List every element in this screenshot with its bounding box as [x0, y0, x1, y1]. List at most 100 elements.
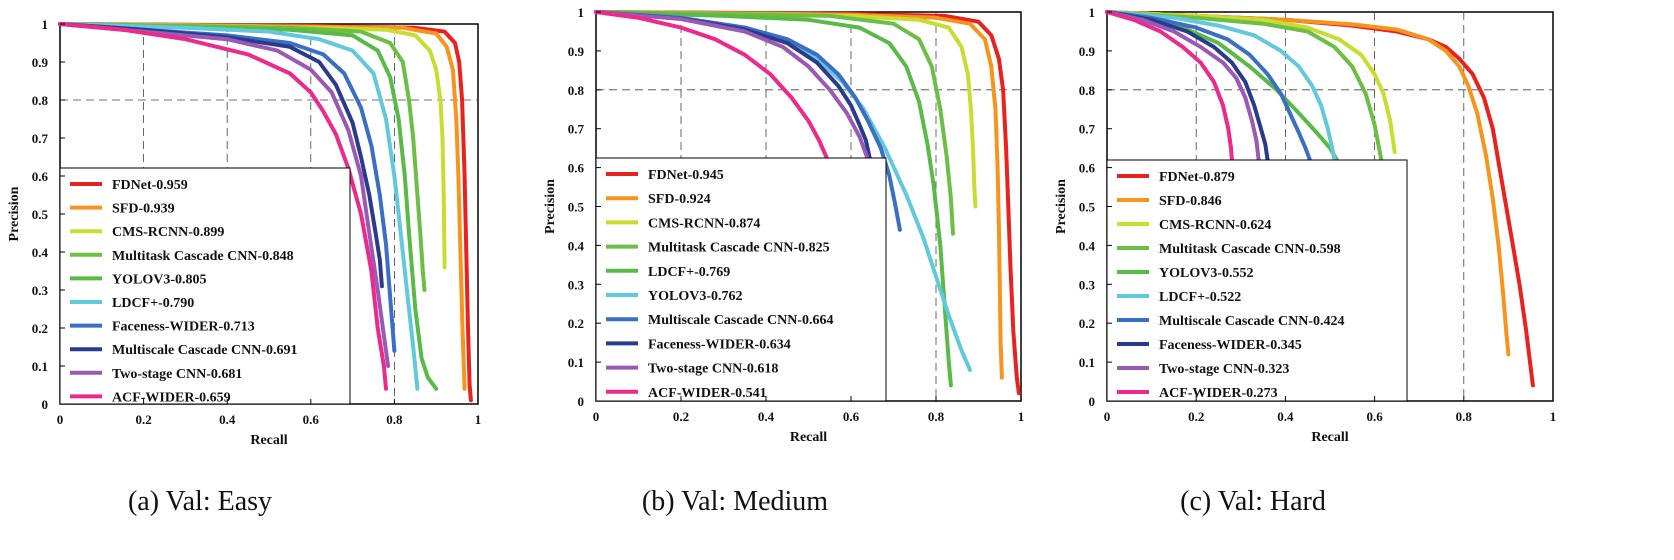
chart-panel-2: FDNet-0.945 SFD-0.924 CMS-RCNN-0.874 Multit…	[543, 5, 1024, 517]
series-line-6	[1105, 10, 1337, 162]
chart-panel-1: FDNet-0.959 SFD-0.939 CMS-RCNN-0.899 Multit…	[7, 17, 481, 517]
x-tick-label: 1	[1550, 409, 1557, 424]
x-tick-label: 0.2	[135, 412, 151, 427]
x-tick-label: 0.2	[673, 409, 689, 424]
x-tick-label: 0.4	[219, 412, 236, 427]
legend-label-2: SFD-0.939	[112, 202, 175, 217]
legend-label-4: Multitask Cascade CNN-0.848	[112, 249, 294, 264]
y-tick-label: 0.2	[568, 316, 584, 331]
y-tick-label: 1	[1089, 5, 1096, 20]
y-tick-label: 1	[42, 17, 49, 32]
x-tick-label: 0.4	[1277, 409, 1294, 424]
x-axis-label: Recall	[1311, 430, 1348, 445]
series-group	[1105, 10, 1535, 388]
x-tick-label: 0.2	[1188, 409, 1204, 424]
legend-label-10: ACF-WIDER-0.659	[112, 390, 231, 405]
legend-label-2: SFD-0.924	[648, 192, 711, 207]
series-line-9	[58, 22, 391, 368]
series-line-6	[58, 22, 420, 391]
x-tick-label: 0.6	[303, 412, 320, 427]
legend-label-8: Multiscale Cascade CNN-0.691	[112, 343, 297, 358]
series-line-10	[1105, 10, 1234, 162]
grid-lines	[596, 12, 1021, 401]
legend-label-10: ACF-WIDER-0.541	[648, 386, 767, 401]
y-tick-label: 0.9	[1079, 44, 1096, 59]
legend-label-2: SFD-0.846	[1159, 194, 1222, 209]
legend-label-3: CMS-RCNN-0.899	[112, 225, 224, 240]
y-tick-label: 0.1	[568, 355, 584, 370]
legend-label-5: YOLOV3-0.552	[1159, 266, 1254, 281]
chart-caption: (c) Val: Hard	[1180, 486, 1326, 517]
series-line-5	[58, 22, 439, 391]
legend-box	[595, 157, 887, 402]
legend-label-10: ACF-WIDER-0.273	[1159, 386, 1278, 401]
legend: FDNet-0.959 SFD-0.939 CMS-RCNN-0.899 Multit…	[59, 167, 351, 405]
legend-label-1: FDNet-0.959	[112, 178, 188, 193]
series-line-4	[1105, 10, 1384, 162]
y-axis-label: Precision	[7, 186, 22, 241]
y-axis-label: Precision	[1054, 179, 1069, 234]
y-tick-label: 1	[578, 5, 585, 20]
legend-label-3: CMS-RCNN-0.624	[1159, 218, 1271, 233]
chart-panel-3: FDNet-0.879 SFD-0.846 CMS-RCNN-0.624 Multit…	[1054, 5, 1556, 517]
legend-label-8: Faceness-WIDER-0.345	[1159, 338, 1302, 353]
y-tick-label: 0.5	[1079, 200, 1096, 215]
legend-label-7: Multiscale Cascade CNN-0.424	[1159, 314, 1344, 329]
legend-label-9: Two-stage CNN-0.323	[1159, 362, 1289, 377]
y-tick-label: 0.5	[32, 207, 49, 222]
legend-label-8: Faceness-WIDER-0.634	[648, 337, 791, 352]
y-tick-label: 0	[1089, 394, 1096, 409]
x-axis-label: Recall	[250, 433, 287, 448]
y-tick-label: 0.8	[568, 83, 585, 98]
chart-caption: (b) Val: Medium	[642, 486, 828, 517]
y-tick-label: 0.2	[1079, 316, 1095, 331]
axis-ticks: 0 0.2 0.4 0.6 0.8 1 0 0.1 0.2 0.3 0.4 0.5 0.6 0.7 0.8 0…	[568, 5, 1025, 424]
legend-label-6: LDCF+-0.522	[1159, 290, 1241, 305]
y-tick-label: 0.2	[32, 321, 48, 336]
axis-ticks: 0 0.2 0.4 0.6 0.8 1 0 0.1 0.2 0.3 0.4 0.5 0.6 0.7 0.8 0…	[1079, 5, 1557, 424]
x-tick-label: 0	[1104, 409, 1111, 424]
y-tick-label: 0.7	[1079, 122, 1096, 137]
series-line-8	[1105, 10, 1270, 162]
series-line-3	[1105, 10, 1397, 154]
legend-label-5: LDCF+-0.769	[648, 265, 730, 280]
legend-box	[59, 167, 351, 405]
y-tick-label: 0.8	[1079, 83, 1096, 98]
x-tick-label: 0	[593, 409, 600, 424]
y-tick-label: 0.9	[32, 55, 49, 70]
y-tick-label: 0.9	[568, 44, 585, 59]
legend-box	[1106, 159, 1408, 402]
series-group	[594, 10, 1021, 396]
y-tick-label: 0.4	[568, 238, 585, 253]
legend: FDNet-0.879 SFD-0.846 CMS-RCNN-0.624 Multit…	[1106, 159, 1408, 402]
y-axis-label: Precision	[543, 179, 558, 234]
y-tick-label: 0.4	[32, 245, 49, 260]
y-tick-label: 0.5	[568, 200, 585, 215]
series-line-10	[58, 22, 388, 391]
legend-label-4: Multitask Cascade CNN-0.598	[1159, 242, 1341, 257]
y-tick-label: 0.3	[568, 277, 585, 292]
x-tick-label: 0	[57, 412, 64, 427]
y-tick-label: 0.6	[1079, 161, 1096, 176]
y-tick-label: 0.7	[32, 131, 49, 146]
legend-label-9: Two-stage CNN-0.618	[648, 362, 778, 377]
y-tick-label: 0.6	[32, 169, 49, 184]
y-tick-label: 0.1	[32, 359, 48, 374]
legend-label-1: FDNet-0.945	[648, 168, 724, 183]
legend-label-7: Multiscale Cascade CNN-0.664	[648, 313, 833, 328]
series-line-9	[1105, 10, 1261, 162]
y-tick-label: 0.3	[32, 283, 49, 298]
y-tick-label: 0.6	[568, 161, 585, 176]
x-tick-label: 0.4	[758, 409, 775, 424]
series-group	[58, 22, 473, 403]
y-tick-label: 0.7	[568, 122, 585, 137]
x-tick-label: 0.6	[1366, 409, 1383, 424]
series-line-9	[594, 10, 870, 162]
x-tick-label: 0.8	[928, 409, 945, 424]
y-tick-label: 0.1	[1079, 355, 1095, 370]
chart-caption: (a) Val: Easy	[128, 486, 272, 517]
legend-label-3: CMS-RCNN-0.874	[648, 216, 760, 231]
series-line-10	[594, 10, 830, 162]
x-tick-label: 1	[1018, 409, 1025, 424]
